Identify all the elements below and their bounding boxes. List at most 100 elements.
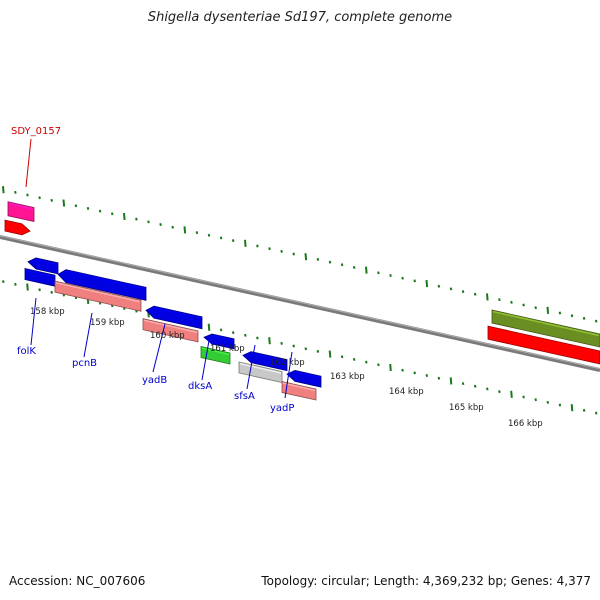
- gene-label: pcnB: [72, 358, 97, 369]
- minor-tick: [534, 398, 537, 402]
- minor-tick: [50, 290, 53, 294]
- major-tick: [510, 390, 513, 398]
- minor-tick: [522, 395, 525, 399]
- olive-feature: [491, 309, 600, 348]
- minor-tick: [231, 239, 235, 243]
- gene-label: sfsA: [234, 391, 255, 402]
- minor-tick: [582, 408, 586, 412]
- red-feature: [487, 325, 600, 365]
- cds-feature-dksa: [200, 346, 231, 365]
- minor-tick: [292, 344, 295, 348]
- gene-arrow-sfsa: [242, 351, 288, 372]
- feature-track: [4, 201, 600, 401]
- gene-arrow-folk: [27, 257, 59, 275]
- minor-tick: [316, 349, 320, 353]
- minor-tick: [352, 357, 356, 361]
- minor-tick: [304, 347, 308, 351]
- minor-tick: [582, 316, 586, 320]
- minor-tick: [110, 212, 114, 216]
- major-tick: [244, 239, 247, 247]
- major-tick: [268, 337, 271, 345]
- major-tick: [62, 199, 66, 207]
- minor-tick: [74, 204, 78, 208]
- leader-yadp: [284, 351, 293, 399]
- minor-tick: [437, 376, 441, 380]
- major-tick: [123, 212, 126, 221]
- minor-tick: [510, 300, 513, 304]
- minor-tick: [413, 279, 416, 283]
- scale-label: 163 kbp: [330, 372, 365, 382]
- minor-tick: [473, 292, 477, 296]
- topology-label: Topology:: [261, 574, 318, 588]
- gene-arrow-yadp: [286, 369, 322, 388]
- minor-tick: [219, 328, 223, 332]
- minor-tick: [498, 390, 501, 394]
- scale-labels: 158 kbp 159 kbp 160 kbp 161 kbp 162 kbp 163 k…: [30, 307, 543, 429]
- topology-value: circular: [321, 574, 366, 588]
- major-tick: [328, 350, 332, 358]
- minor-tick: [268, 247, 271, 251]
- minor-tick: [280, 249, 283, 253]
- minor-tick: [486, 387, 489, 391]
- outer-tick-ring: [2, 186, 598, 323]
- major-tick: [389, 363, 392, 372]
- minor-tick: [292, 252, 295, 256]
- label-leader-lines: [25, 138, 293, 399]
- gene-feature-sdy0157: [4, 219, 31, 236]
- length-value: 4,369,232 bp: [422, 574, 503, 588]
- gene-labels: SDY_0157 folK pcnB yadB dksA sfsA yadP: [11, 126, 294, 414]
- gene-label: dksA: [188, 381, 212, 392]
- minor-tick: [352, 265, 356, 269]
- rna-feature-sdy0157: [7, 201, 35, 223]
- minor-tick: [328, 260, 332, 264]
- topology-footer: Topology: circular; Length: 4,369,232 bp…: [261, 574, 591, 588]
- leader-sfsa: [246, 344, 256, 390]
- minor-tick: [38, 288, 41, 292]
- major-tick: [449, 377, 453, 385]
- genes-label: Genes:: [510, 574, 553, 588]
- genes-value: 4,377: [556, 574, 591, 588]
- minor-tick: [377, 271, 380, 275]
- major-tick: [304, 253, 308, 261]
- scale-label: 158 kbp: [30, 307, 65, 317]
- major-tick: [365, 266, 368, 274]
- minor-tick: [425, 374, 429, 378]
- minor-tick: [558, 311, 562, 315]
- minor-tick: [147, 220, 150, 224]
- minor-tick: [461, 290, 465, 294]
- leader-folk: [30, 297, 37, 346]
- minor-tick: [437, 284, 441, 288]
- minor-tick: [401, 276, 404, 280]
- length-label: Length:: [373, 574, 420, 588]
- major-tick: [546, 306, 550, 314]
- minor-tick: [38, 196, 41, 200]
- minor-tick: [256, 336, 259, 340]
- cds-feature-pcnb: [54, 280, 142, 312]
- scale-label: 161 kbp: [210, 344, 245, 354]
- cds-feature-yadp: [281, 381, 317, 401]
- map-title: Shigella dysenteriae Sd197, complete gen…: [147, 10, 453, 25]
- major-tick: [26, 283, 29, 291]
- minor-tick: [413, 371, 416, 375]
- minor-tick: [498, 298, 501, 302]
- scale-label: 165 kbp: [449, 403, 484, 413]
- leader-sdy0157: [25, 138, 32, 188]
- minor-tick: [522, 303, 525, 307]
- minor-tick: [449, 287, 453, 291]
- minor-tick: [98, 209, 102, 213]
- minor-tick: [50, 198, 53, 202]
- minor-tick: [594, 411, 598, 415]
- minor-tick: [244, 333, 247, 337]
- minor-tick: [159, 223, 162, 227]
- minor-tick: [207, 233, 211, 237]
- minor-tick: [594, 319, 598, 323]
- minor-tick: [14, 190, 17, 194]
- minor-tick: [256, 244, 259, 248]
- gene-label: folK: [17, 346, 36, 357]
- minor-tick: [195, 231, 199, 235]
- minor-tick: [558, 403, 562, 407]
- accession-value: NC_007606: [76, 574, 146, 588]
- leader-yadb: [152, 323, 166, 373]
- minor-tick: [473, 384, 477, 388]
